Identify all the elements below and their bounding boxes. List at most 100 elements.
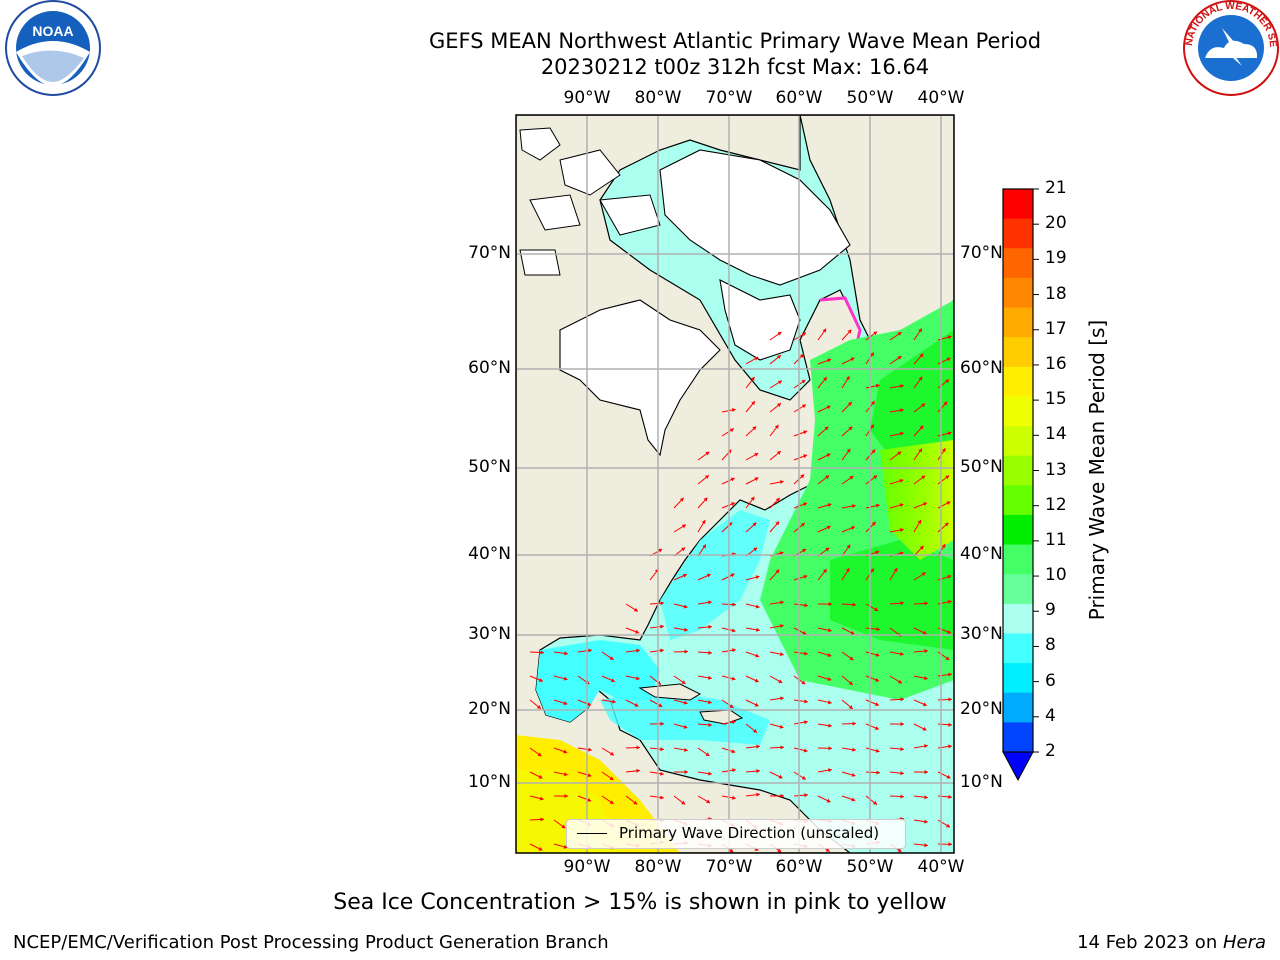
wave-arrow-head (537, 752, 542, 757)
wave-arrow-head (779, 724, 784, 729)
ice-arctic (659, 149, 851, 286)
wave-arrow-head (633, 607, 638, 612)
colorbar-tick-label: 11 (1045, 529, 1067, 550)
colorbar-tick-label: 9 (1045, 600, 1056, 621)
wave-arrow-head (900, 601, 904, 606)
legend-line-icon (577, 833, 607, 834)
wave-arrow-head (540, 650, 544, 655)
lat-tick-left: 20°N (468, 699, 511, 719)
wave-arrow-head (899, 478, 904, 483)
wave-arrow-head (731, 407, 736, 413)
wave-arrow-head (948, 744, 952, 749)
colorbar-segment (1003, 722, 1033, 753)
colorbar-segment (1003, 663, 1033, 694)
wave-arrow-head (609, 656, 614, 660)
wave-arrow-head (825, 475, 830, 480)
wave-arrow-head (876, 770, 880, 775)
wave-arrow-head (871, 521, 876, 526)
wave-arrow-head (827, 628, 832, 633)
wave-arrow-head (846, 544, 851, 549)
wave-arrow-head (756, 627, 760, 632)
wave-arrow-head (922, 702, 927, 707)
wave-arrow-head (875, 748, 880, 753)
lat-tick-right: 40°N (960, 544, 1003, 564)
colorbar-segment (1003, 189, 1033, 220)
wave-arrow-head (609, 800, 614, 804)
land (516, 115, 861, 853)
wave-arrow-head (779, 479, 784, 485)
colorbar-segment (1003, 366, 1033, 397)
wave-arrow-head (731, 749, 736, 754)
wave-arrow-head (800, 474, 805, 479)
wave-arrow-head (822, 569, 827, 574)
wave-arrow-head (848, 681, 853, 685)
lon-tick-bottom: 60°W (775, 857, 823, 877)
colorbar-tick-label: 12 (1045, 494, 1067, 515)
wave-arrow-head (826, 798, 831, 803)
wave-arrow-head (681, 800, 686, 805)
wave-arrow-head (848, 426, 853, 431)
colorbar-segment (1003, 396, 1033, 427)
noaa-logo-text: NOAA (32, 23, 73, 39)
wave-arrow-head (634, 703, 639, 707)
colorbar-tick-label: 21 (1045, 178, 1067, 198)
wave-arrow-head (776, 355, 781, 359)
wave-arrow-head (756, 769, 760, 774)
wave-arrow-head (540, 817, 544, 822)
wave-arrow-head (802, 631, 807, 635)
wave-arrow-head (917, 519, 922, 524)
wave-arrow-head (564, 651, 568, 656)
wave-arrow-head (900, 408, 904, 413)
wave-arrow-head (660, 795, 664, 800)
wave-arrow-head (803, 430, 808, 435)
wave-arrow-head (875, 503, 880, 508)
wave-arrow-head (538, 678, 543, 682)
wave-arrow-head (732, 795, 736, 800)
wave-arrow-head (636, 768, 640, 773)
wave-arrow-head (801, 775, 806, 780)
colorbar-tick-label: 18 (1045, 283, 1067, 304)
wave-arrow-head (875, 677, 880, 682)
wave-arrow-head (779, 623, 784, 629)
wave-arrow-head (845, 568, 850, 573)
wave-arrow-head (947, 431, 952, 436)
wave-arrow-head (588, 747, 592, 752)
wave-arrow-head (849, 656, 854, 661)
wave-arrow-head (900, 746, 904, 752)
wave-arrow-head (873, 800, 877, 805)
wave-arrow-head (610, 678, 615, 683)
map-frame (515, 114, 955, 854)
wave-arrow-head (924, 770, 928, 775)
wave-arrow-head (823, 377, 827, 382)
colorbar-segment (1003, 455, 1033, 486)
wave-arrow-head (708, 624, 712, 629)
wave-arrow-head (754, 356, 759, 361)
chart-title: GEFS MEAN Northwest Atlantic Primary Wav… (428, 29, 1042, 53)
wave-arrow-head (732, 602, 736, 607)
lon-tick-bottom: 80°W (634, 857, 682, 877)
wave-arrow-head (921, 475, 926, 480)
wave-arrow-head (923, 676, 928, 681)
wave-period-cyan (536, 640, 660, 722)
lon-tick-bottom: 40°W (917, 857, 965, 877)
wave-arrow-head (681, 680, 686, 684)
wave-arrow-head (924, 744, 928, 749)
wave-arrow-head (852, 721, 856, 726)
wave-arrow-head (871, 449, 876, 454)
wave-arrow-head (750, 376, 755, 381)
wave-arrow-head (799, 354, 804, 358)
wave-arrow-head (946, 501, 951, 506)
wave-arrow-head (754, 477, 759, 482)
wave-arrow-head (827, 700, 832, 705)
wave-arrow-head (804, 699, 808, 704)
wave-arrow-head (754, 678, 759, 683)
wave-arrow-head (849, 476, 854, 480)
colorbar-tick-label: 4 (1045, 705, 1056, 726)
wave-arrow-head (845, 376, 850, 381)
wave-arrow-head (948, 722, 952, 727)
wave-arrow-head (897, 679, 902, 684)
wave-arrow-head (947, 335, 952, 340)
wave-arrow-head (706, 573, 711, 578)
wave-arrow-head (924, 601, 928, 606)
